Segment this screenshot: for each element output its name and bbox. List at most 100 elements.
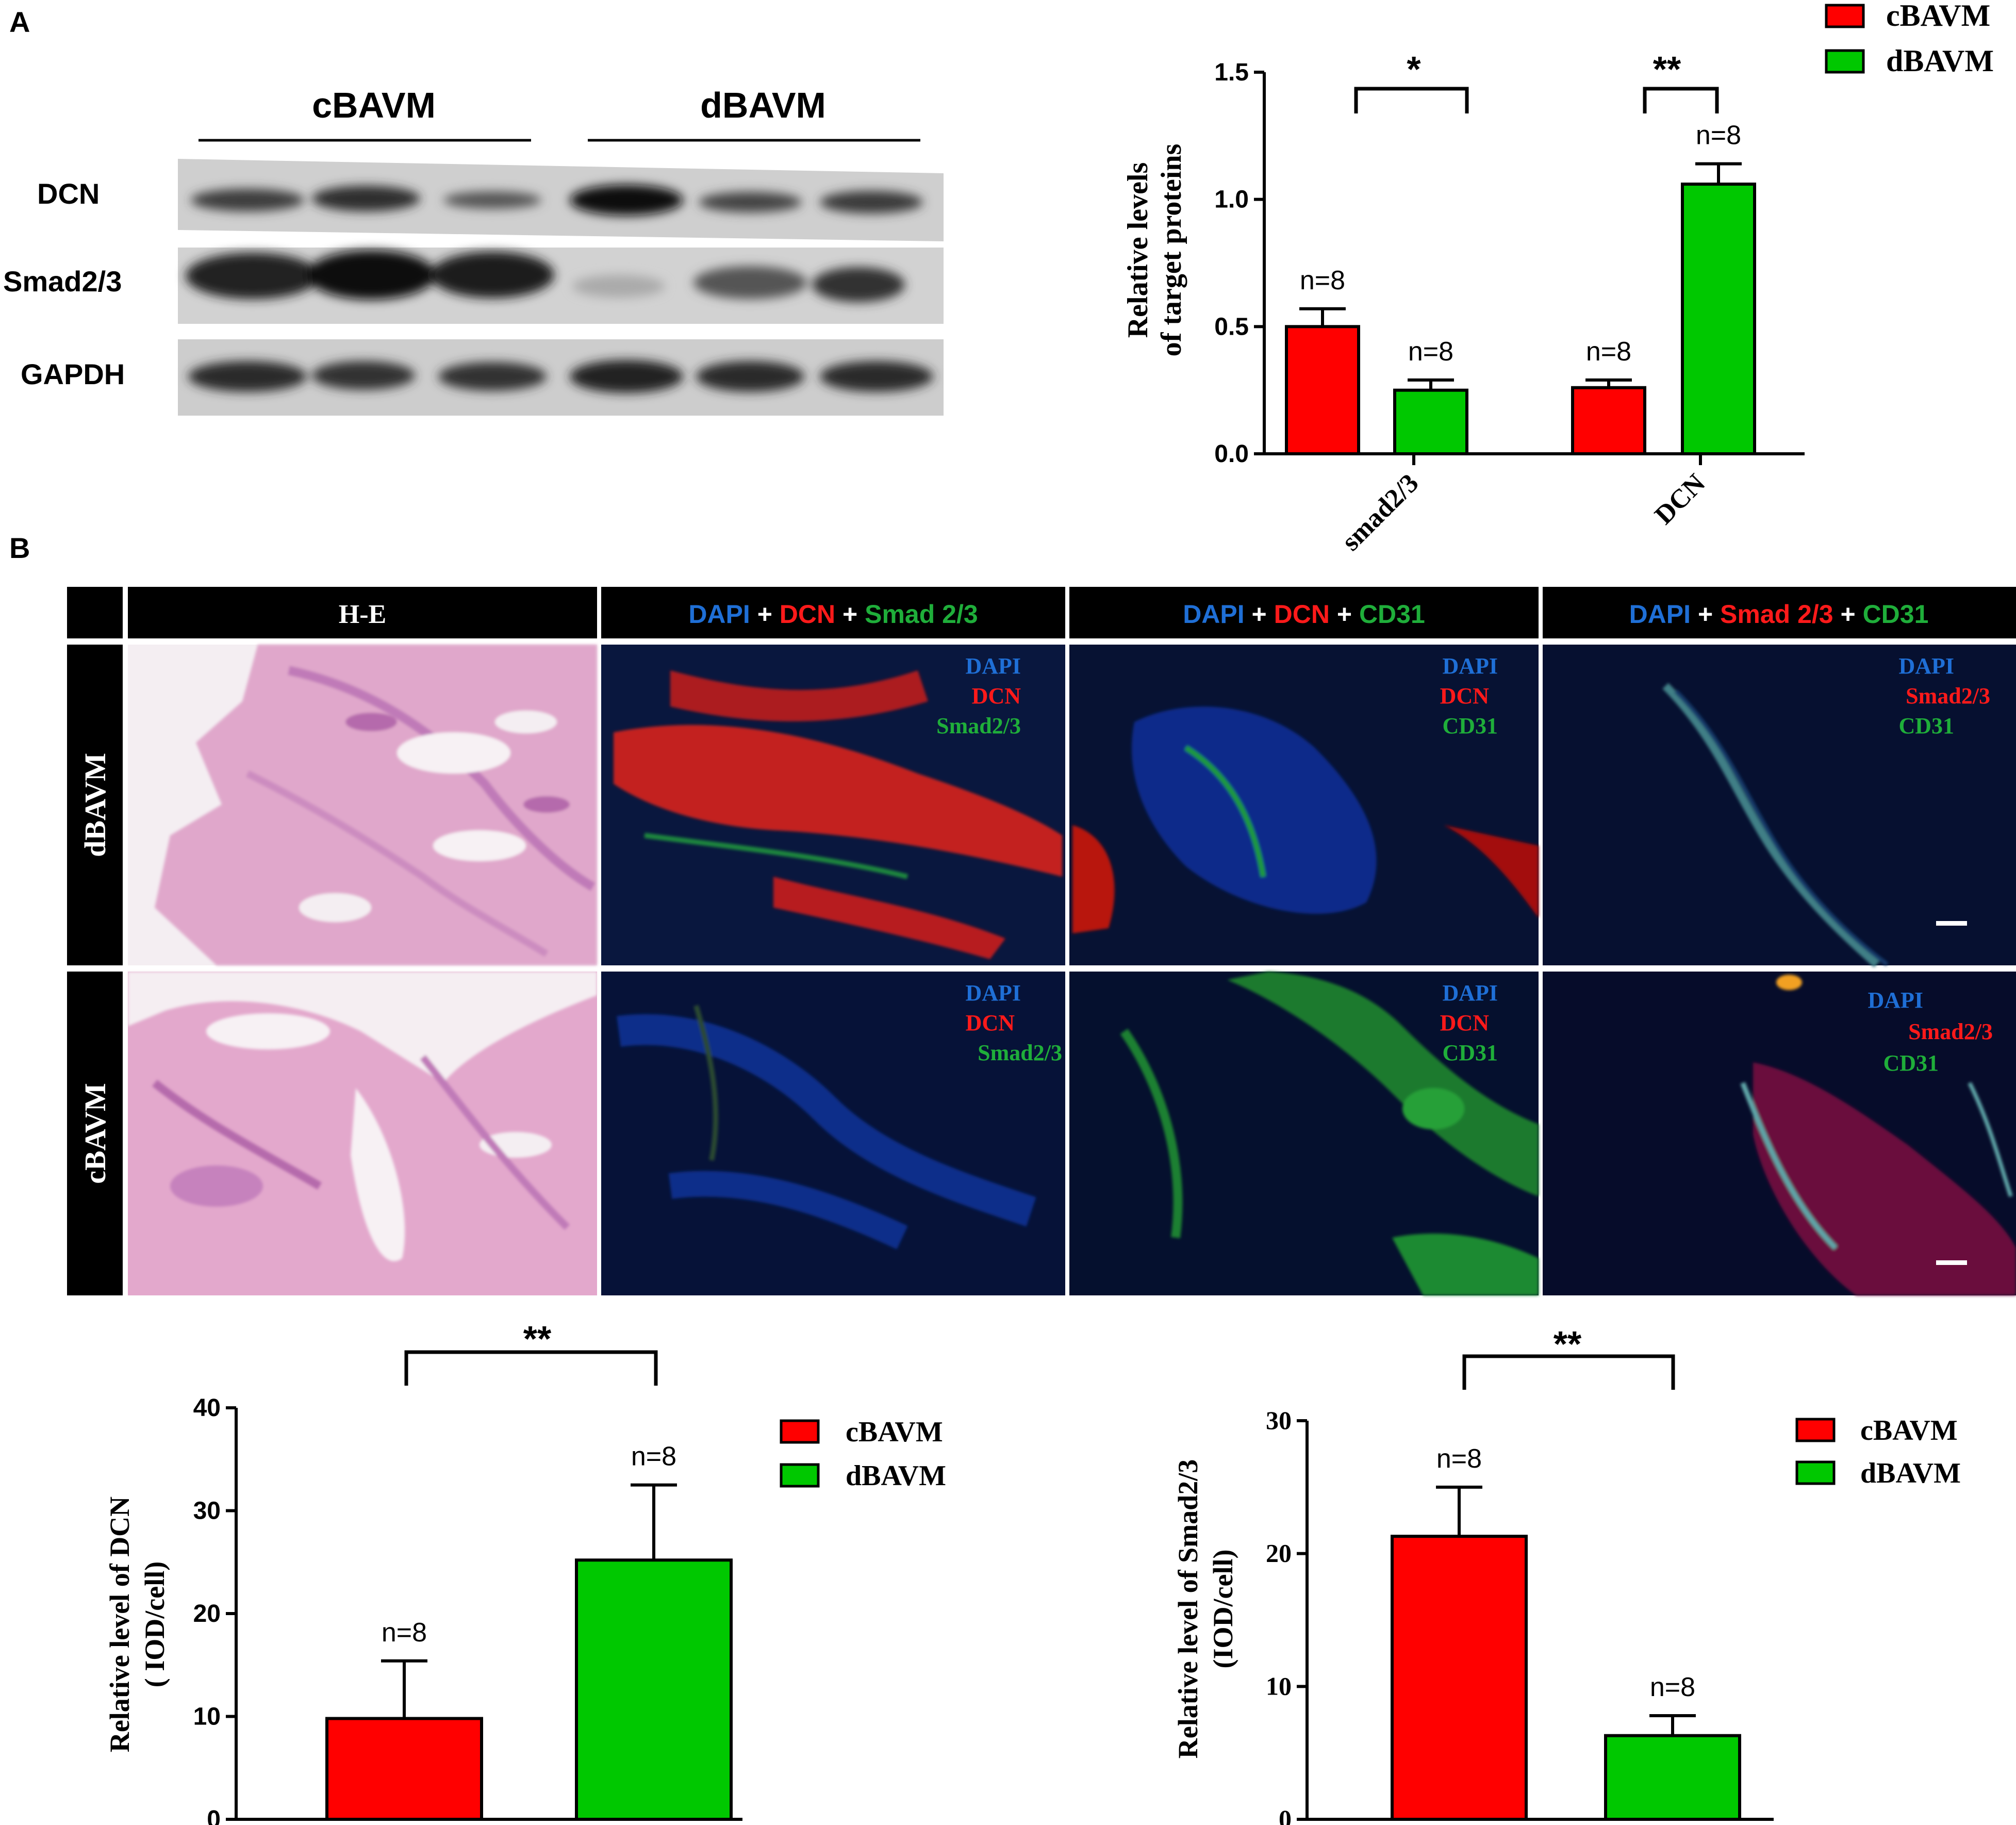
- dcn-chart-ylabel-line2: ( IOD/cell): [139, 1561, 170, 1687]
- smad-chart-y-tick-label: 20: [1266, 1539, 1292, 1568]
- blot-strip-dcn: [178, 159, 944, 241]
- smad-legend-label-dbavm: dBAVM: [1860, 1457, 1961, 1489]
- panel-a-legend: cBAVM dBAVM: [1825, 0, 1994, 78]
- chart-a-DCN-dBAVM-n-label: n=8: [1696, 121, 1741, 151]
- chart-a-x-label-DCN: DCN: [1649, 468, 1711, 530]
- header-c3-plus1: +: [1245, 600, 1274, 629]
- smad-legend-label-cbavm: cBAVM: [1860, 1415, 1958, 1446]
- blot-bands-gapdh: [188, 360, 933, 393]
- header-c2-label: DAPI + DCN + Smad 2/3: [688, 600, 978, 629]
- header-he-label: H-E: [339, 600, 386, 629]
- blot-bands-smad: [186, 250, 905, 302]
- he-image-cbavm: [128, 972, 597, 1295]
- smad-chart-cBAVM-bar: [1391, 1535, 1528, 1821]
- blot-group-label-cbavm: cBAVM: [312, 85, 436, 125]
- dcn-legend-label-dbavm: dBAVM: [846, 1460, 946, 1492]
- chart-a-DCN-cBAVM-n-label: n=8: [1586, 337, 1631, 367]
- overlay-cbavm-c4-cd31: CD31: [1883, 1050, 1939, 1076]
- blot-row-label-smad: Smad2/3: [3, 265, 122, 298]
- header-c2-plus1: +: [750, 600, 780, 629]
- dcn-chart-dBAVM-bar: [575, 1558, 733, 1821]
- overlay-cbavm-c4-smad: Smad2/3: [1908, 1019, 1993, 1044]
- header-c4-smad: Smad 2/3: [1720, 600, 1833, 629]
- header-he: [128, 587, 597, 638]
- dcn-chart-y-tick-label: 40: [193, 1394, 221, 1422]
- sig-star-dcn: **: [1653, 49, 1681, 89]
- header-c4-plus2: +: [1833, 600, 1863, 629]
- overlay-cbavm-c3-dcn: DCN: [1440, 1010, 1490, 1035]
- row-label-dbavm: dBAVM: [78, 753, 112, 857]
- smad-chart-sig-bracket: [1462, 1354, 1675, 1390]
- header-c3-plus2: +: [1330, 600, 1359, 629]
- chart-a-DCN-cBAVM-bar: [1571, 386, 1646, 455]
- dcn-chart-dBAVM-n-label: n=8: [631, 1442, 676, 1472]
- dcn-chart-sig-bracket: [404, 1350, 658, 1386]
- overlay-cbavm-c2-smad: Smad2/3: [978, 1040, 1062, 1065]
- chart-a-y-tick-label: 1.0: [1214, 186, 1249, 213]
- smad-chart-ylabel-line2: (IOD/cell): [1208, 1550, 1238, 1669]
- scale-bar-dbavm: [1936, 921, 1967, 926]
- header-c3-dapi: DAPI: [1183, 600, 1244, 629]
- chart-a-y-tick-label: 1.5: [1214, 59, 1249, 86]
- chart-a-smad2/3-cBAVM-n-label: n=8: [1300, 266, 1345, 295]
- header-c3-dcn: DCN: [1274, 600, 1330, 629]
- header-c4-label: DAPI + Smad 2/3 + CD31: [1629, 600, 1929, 629]
- header-c2: [601, 587, 1065, 638]
- row-label-box-cbavm: [67, 972, 123, 1295]
- sig-star-smad: *: [1407, 49, 1421, 89]
- chart-a-smad2/3-cBAVM-bar: [1285, 325, 1360, 455]
- if-image-cbavm-c2: [601, 972, 1065, 1295]
- blot-row-label-dcn: DCN: [37, 177, 100, 210]
- chart-a-y-tick-label: 0.5: [1214, 313, 1249, 340]
- overlay-dbavm-c2-smad: Smad2/3: [936, 713, 1021, 738]
- header-c2-smad: Smad 2/3: [865, 600, 978, 629]
- header-c2-dapi: DAPI: [688, 600, 750, 629]
- smad-chart-cBAVM-n-label: n=8: [1436, 1444, 1482, 1474]
- blot-row-label-gapdh: GAPDH: [21, 358, 125, 390]
- western-blot: cBAVM dBAVM DCN Smad2/3 GAPDH: [3, 85, 944, 416]
- smad-legend-swatch-cbavm: [1795, 1418, 1836, 1442]
- chart-a-y-tick-label: 0.0: [1214, 440, 1249, 468]
- dcn-iod-bar-chart: Relative level of DCN ( IOD/cell) ** cBA…: [104, 1319, 946, 1825]
- smad-chart-y-tick-label: 30: [1266, 1406, 1292, 1435]
- chart-a-sig-bracket-dcn: [1643, 87, 1719, 113]
- chart-a-smad2/3-dBAVM-n-label: n=8: [1408, 337, 1453, 367]
- legend-swatch-cbavm: [1825, 4, 1865, 28]
- overlay-dbavm-c2-dapi: DAPI: [965, 653, 1021, 679]
- overlay-cbavm-c2-dapi: DAPI: [965, 980, 1021, 1006]
- header-c2-dcn: DCN: [780, 600, 835, 629]
- dcn-chart-legend: cBAVM dBAVM: [780, 1416, 946, 1492]
- dcn-chart-ylabel-line1: Relative level of DCN: [104, 1497, 135, 1752]
- overlay-dbavm-c4-smad: Smad2/3: [1906, 683, 1990, 709]
- header-c4-plus1: +: [1691, 600, 1720, 629]
- header-c3-cd31: CD31: [1359, 600, 1425, 629]
- panel-a-label: A: [9, 6, 30, 38]
- chart-a-DCN-dBAVM-bar: [1681, 183, 1756, 456]
- legend-swatch-dbavm: [1825, 49, 1865, 74]
- chart-a-x-label-smad2/3: smad2/3: [1336, 468, 1424, 556]
- overlay-cbavm-c3-cd31: CD31: [1442, 1040, 1498, 1065]
- blot-bands-dcn: [191, 185, 923, 216]
- if-image-cbavm-c3: [1069, 972, 1539, 1295]
- header-c4-cd31: CD31: [1863, 600, 1929, 629]
- dcn-chart-y-tick-label: 0: [207, 1806, 221, 1825]
- header-corner: [67, 587, 123, 638]
- dcn-chart-y-tick-label: 10: [193, 1703, 221, 1731]
- panel-a-ylabel-line1: Relative levels: [1122, 162, 1154, 338]
- chart-a-smad2/3-dBAVM-bar: [1393, 388, 1468, 456]
- header-c4: [1543, 587, 2016, 638]
- if-image-dbavm-c3: [1069, 645, 1539, 965]
- smad-chart-legend: cBAVM dBAVM: [1795, 1415, 1961, 1489]
- if-image-dbavm-c4: [1543, 645, 2016, 968]
- dcn-chart-y-tick-label: 20: [193, 1600, 221, 1627]
- panel-b-label: B: [9, 532, 30, 564]
- smad-legend-swatch-dbavm: [1795, 1460, 1836, 1485]
- overlay-cbavm-c2-dcn: DCN: [966, 1010, 1015, 1035]
- smad-iod-bar-chart: Relative level of Smad2/3 (IOD/cell) ** …: [1172, 1324, 1961, 1825]
- header-c3: [1069, 587, 1539, 638]
- blot-group-label-dbavm: dBAVM: [700, 85, 826, 125]
- legend-label-dbavm: dBAVM: [1886, 44, 1994, 78]
- panel-a-bar-chart: cBAVM dBAVM Relative levels of target pr…: [1122, 0, 1994, 556]
- smad-chart-y-tick-label: 0: [1279, 1804, 1292, 1825]
